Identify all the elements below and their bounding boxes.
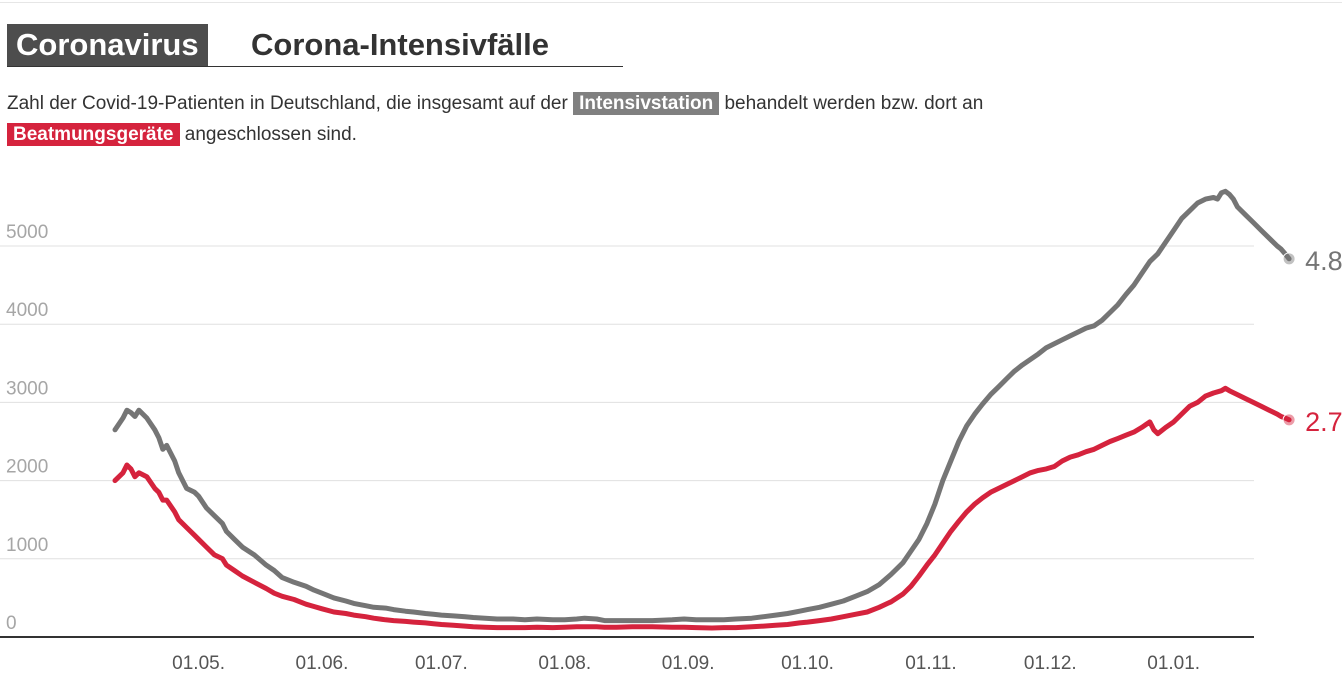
x-tick-label-0101: 01.01. — [1147, 653, 1200, 674]
description-text-3: angeschlossen sind. — [184, 124, 357, 145]
series-lines — [112, 188, 1296, 631]
end-label-intensivstation: 4.836 — [1305, 246, 1342, 276]
x-tick-label-0106: 01.06. — [296, 653, 349, 674]
series-line-intensivstation — [112, 188, 1292, 624]
chart-description: Zahl der Covid-19-Patienten in Deutschla… — [7, 88, 1327, 150]
end-point-intensivstation — [1282, 252, 1296, 266]
gridlines — [0, 245, 1254, 560]
y-tick-label-3000: 3000 — [6, 378, 48, 399]
x-tick-label-0108: 01.08. — [538, 653, 591, 674]
x-tick-label-0105: 01.05. — [172, 653, 225, 674]
y-tick-label-2000: 2000 — [6, 457, 48, 478]
x-tick-label-0111: 01.11. — [905, 653, 956, 674]
x-tick-label-0112: 01.12. — [1024, 653, 1077, 674]
y-tick-label-1000: 1000 — [6, 535, 48, 556]
y-axis-ticks: 0 1000 2000 3000 4000 5000 — [6, 222, 48, 634]
description-text-1: Zahl der Covid-19-Patienten in Deutschla… — [7, 93, 568, 114]
end-point-beatmungsgeraete — [1282, 413, 1296, 427]
description-text-2: behandelt werden bzw. dort an — [724, 93, 984, 114]
header: Coronavirus Corona-Intensivfälle — [7, 24, 623, 67]
y-tick-label-5000: 5000 — [6, 222, 48, 243]
y-tick-label-0: 0 — [6, 613, 17, 634]
page-title: Corona-Intensivfälle — [251, 27, 549, 62]
x-axis-ticks: 01.05. 01.06. 01.07. 01.08. 01.09. 01.10. 01.1… — [172, 653, 1200, 674]
end-value-labels: 4.836 2.777 — [1305, 246, 1342, 437]
legend-tag-intensivstation: Intensivstation — [573, 92, 720, 115]
end-label-beatmungsgeraete: 2.777 — [1305, 407, 1342, 437]
x-tick-label-0107: 01.07. — [415, 653, 468, 674]
top-rule — [0, 2, 1342, 3]
x-tick-label-0110: 01.10. — [781, 653, 834, 674]
series-line-beatmungsgeraete — [112, 385, 1292, 631]
legend-tag-beatmungsgeraete: Beatmungsgeräte — [7, 123, 180, 146]
x-tick-label-0109: 01.09. — [662, 653, 715, 674]
kicker-label: Coronavirus — [7, 24, 208, 66]
y-tick-label-4000: 4000 — [6, 300, 48, 321]
